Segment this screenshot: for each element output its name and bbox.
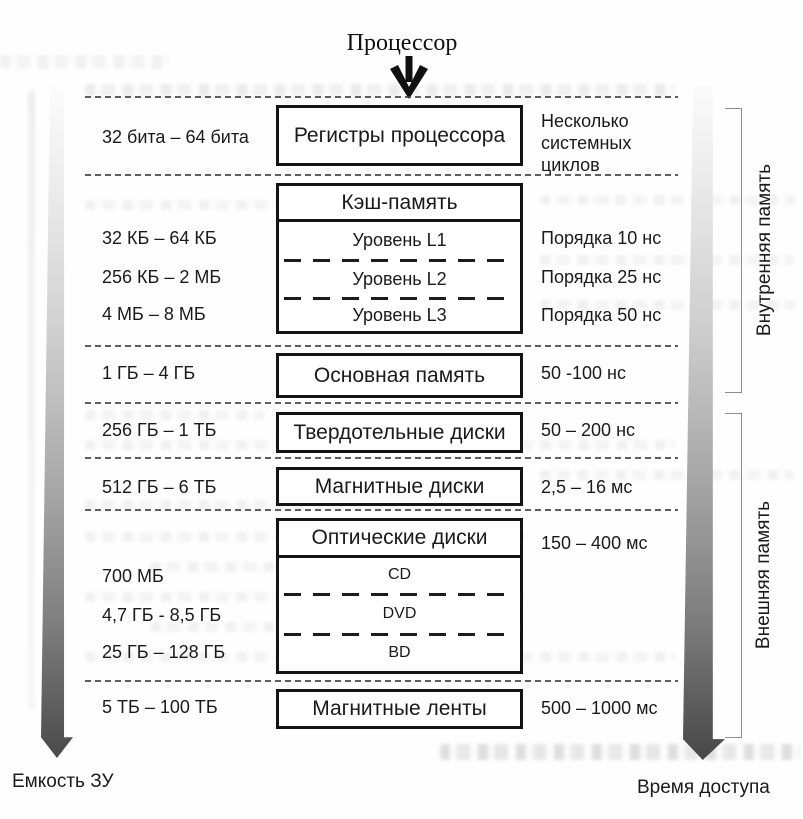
- internal-memory-bracket: [725, 108, 742, 393]
- capacity-axis-caption: Емкость ЗУ: [12, 771, 114, 792]
- row-separator: [85, 96, 678, 98]
- processor-down-arrow-icon: [386, 56, 432, 100]
- box-ssd: Твердотельные диски: [276, 412, 523, 453]
- cache-header: Кэш-память: [279, 186, 520, 223]
- optical-header: Оптические диски: [279, 521, 520, 558]
- capacity-ssd: 256 ГБ – 1 ТБ: [102, 420, 217, 440]
- box-main-memory-label: Основная память: [313, 363, 486, 387]
- scan-noise: [28, 90, 35, 710]
- capacity-cache-l1: 32 КБ – 64 КБ: [102, 228, 217, 248]
- row-separator: [85, 345, 678, 347]
- box-magnetic-tapes-label: Магнитные ленты: [312, 697, 487, 720]
- time-registers: Несколько системных циклов: [541, 111, 632, 175]
- time-tape: 500 – 1000 мс: [541, 698, 658, 718]
- cache-level-l2: Уровень L2: [352, 268, 447, 289]
- box-magnetic-disks: Магнитные диски: [276, 467, 523, 506]
- box-optical-disks: Оптические диски CD DVD BD: [276, 518, 523, 674]
- optical-cd: CD: [387, 566, 412, 584]
- box-registers-label: Регистры процессора: [293, 123, 506, 147]
- access-time-axis-arrow-icon: [683, 87, 725, 760]
- cache-divider: [284, 258, 515, 262]
- row-separator: [85, 174, 678, 176]
- time-ssd: 50 – 200 нс: [541, 420, 636, 440]
- box-magnetic-tapes: Магнитные ленты: [276, 689, 523, 729]
- optical-bd: BD: [388, 644, 411, 662]
- capacity-dvd: 4,7 ГБ - 8,5 ГБ: [102, 605, 222, 625]
- box-ssd-label: Твердотельные диски: [293, 420, 506, 444]
- capacity-registers: 32 бита – 64 бита: [102, 127, 249, 147]
- scan-noise: [85, 200, 285, 210]
- box-registers: Регистры процессора: [276, 105, 523, 166]
- box-cache: Кэш-память Уровень L1 Уровень L2 Уровень…: [276, 183, 523, 334]
- time-optical: 150 – 400 мс: [541, 533, 648, 553]
- time-main-memory: 50 -100 нс: [541, 363, 626, 383]
- cache-level-l3: Уровень L3: [352, 304, 447, 325]
- processor-label: Процессор: [346, 30, 458, 56]
- row-separator: [85, 457, 678, 459]
- time-cache-l3: Порядка 50 нс: [541, 305, 662, 325]
- capacity-axis-arrow-icon: [41, 87, 73, 758]
- capacity-cache-l3: 4 МБ – 8 МБ: [102, 304, 206, 324]
- optical-divider: [284, 632, 515, 636]
- scan-noise: [85, 84, 675, 96]
- scan-noise: [0, 55, 170, 69]
- scan-noise: [440, 744, 800, 760]
- capacity-main-memory: 1 ГБ – 4 ГБ: [102, 363, 196, 383]
- cache-divider: [284, 296, 515, 300]
- row-separator: [85, 402, 678, 404]
- internal-memory-label: Внутренняя память: [754, 163, 775, 337]
- optical-divider: [284, 593, 515, 597]
- external-memory-label: Внешняя память: [753, 500, 774, 650]
- capacity-cache-l2: 256 КБ – 2 МБ: [102, 267, 222, 287]
- external-memory-bracket: [725, 413, 742, 738]
- time-hdd: 2,5 – 16 мс: [541, 477, 633, 497]
- capacity-cd: 700 МБ: [102, 566, 164, 586]
- time-cache-l1: Порядка 10 нс: [541, 228, 662, 248]
- capacity-tape: 5 ТБ – 100 ТБ: [102, 697, 218, 717]
- access-time-axis-caption: Время доступа: [637, 777, 770, 798]
- box-main-memory: Основная память: [276, 353, 523, 398]
- time-cache-l2: Порядка 25 нс: [541, 267, 662, 287]
- cache-level-l1: Уровень L1: [352, 229, 447, 250]
- box-magnetic-disks-label: Магнитные диски: [314, 474, 485, 498]
- row-separator: [85, 509, 678, 511]
- capacity-hdd: 512 ГБ – 6 ТБ: [102, 477, 217, 497]
- row-separator: [85, 680, 678, 682]
- optical-dvd: DVD: [382, 605, 417, 623]
- capacity-bd: 25 ГБ – 128 ГБ: [102, 642, 226, 662]
